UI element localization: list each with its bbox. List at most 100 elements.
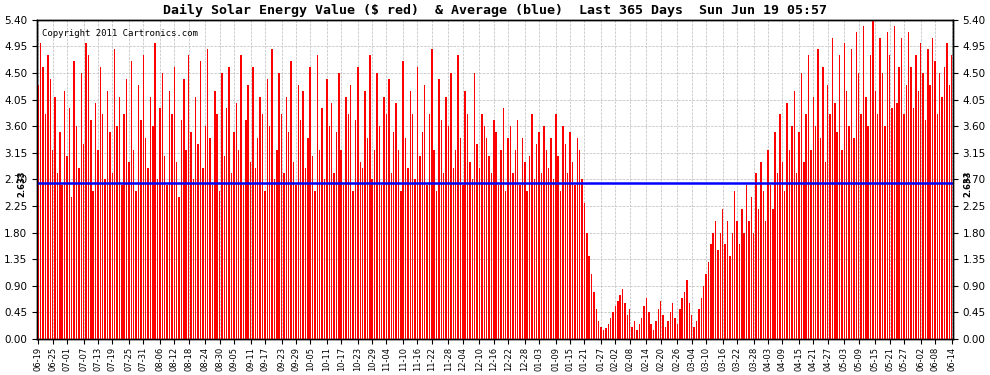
Bar (83, 144, 84, 339)
Bar (398, 150, 399, 339)
Bar (879, 38, 881, 339)
Bar (547, 168, 549, 339)
Bar (383, 97, 385, 339)
Bar (252, 67, 253, 339)
Bar (386, 114, 387, 339)
Bar (278, 73, 280, 339)
Bar (483, 126, 485, 339)
Bar (915, 55, 917, 339)
Bar (672, 303, 673, 339)
Bar (319, 150, 321, 339)
Bar (474, 73, 475, 339)
Bar (419, 156, 421, 339)
Bar (205, 126, 206, 339)
Bar (774, 132, 776, 339)
Bar (818, 50, 819, 339)
Bar (541, 174, 543, 339)
Bar (136, 191, 137, 339)
Bar (61, 185, 63, 339)
Bar (388, 79, 390, 339)
Bar (639, 324, 640, 339)
Bar (293, 162, 294, 339)
Bar (691, 315, 692, 339)
Bar (295, 185, 297, 339)
Bar (882, 73, 883, 339)
Bar (946, 44, 947, 339)
Bar (109, 132, 111, 339)
Bar (684, 292, 685, 339)
Bar (532, 114, 533, 339)
Bar (357, 67, 358, 339)
Bar (249, 162, 251, 339)
Bar (119, 97, 120, 339)
Bar (629, 309, 631, 339)
Bar (467, 114, 468, 339)
Bar (560, 191, 561, 339)
Bar (796, 174, 797, 339)
Bar (784, 191, 785, 339)
Bar (114, 50, 116, 339)
Bar (720, 232, 721, 339)
Bar (269, 126, 270, 339)
Bar (832, 38, 834, 339)
Bar (422, 132, 423, 339)
Bar (51, 150, 53, 339)
Bar (329, 126, 330, 339)
Bar (860, 114, 861, 339)
Bar (512, 174, 514, 339)
Bar (550, 138, 551, 339)
Bar (887, 32, 888, 339)
Bar (522, 138, 523, 339)
Bar (598, 321, 600, 339)
Bar (85, 44, 87, 339)
Bar (901, 38, 902, 339)
Bar (665, 327, 666, 339)
Bar (613, 312, 614, 339)
Bar (753, 232, 754, 339)
Bar (322, 108, 323, 339)
Bar (743, 232, 744, 339)
Bar (545, 150, 547, 339)
Bar (121, 185, 123, 339)
Bar (45, 114, 47, 339)
Bar (88, 55, 89, 339)
Bar (116, 126, 118, 339)
Bar (488, 156, 490, 339)
Bar (102, 114, 103, 339)
Bar (40, 44, 42, 339)
Bar (584, 203, 585, 339)
Bar (596, 309, 597, 339)
Bar (948, 85, 950, 339)
Bar (226, 108, 228, 339)
Bar (637, 330, 638, 339)
Bar (90, 120, 91, 339)
Bar (593, 292, 595, 339)
Bar (923, 73, 924, 339)
Bar (891, 108, 893, 339)
Bar (405, 138, 406, 339)
Bar (715, 221, 717, 339)
Bar (347, 114, 349, 339)
Bar (471, 179, 473, 339)
Bar (66, 156, 67, 339)
Bar (439, 79, 440, 339)
Bar (126, 79, 128, 339)
Bar (908, 32, 910, 339)
Bar (645, 298, 647, 339)
Bar (576, 138, 578, 339)
Bar (80, 73, 82, 339)
Bar (459, 138, 461, 339)
Bar (493, 120, 495, 339)
Bar (510, 126, 511, 339)
Bar (605, 328, 607, 339)
Bar (877, 114, 878, 339)
Bar (43, 67, 44, 339)
Bar (760, 162, 761, 339)
Bar (698, 309, 700, 339)
Bar (896, 102, 898, 339)
Bar (343, 185, 345, 339)
Bar (734, 191, 736, 339)
Bar (810, 150, 812, 339)
Bar (943, 67, 945, 339)
Bar (441, 120, 443, 339)
